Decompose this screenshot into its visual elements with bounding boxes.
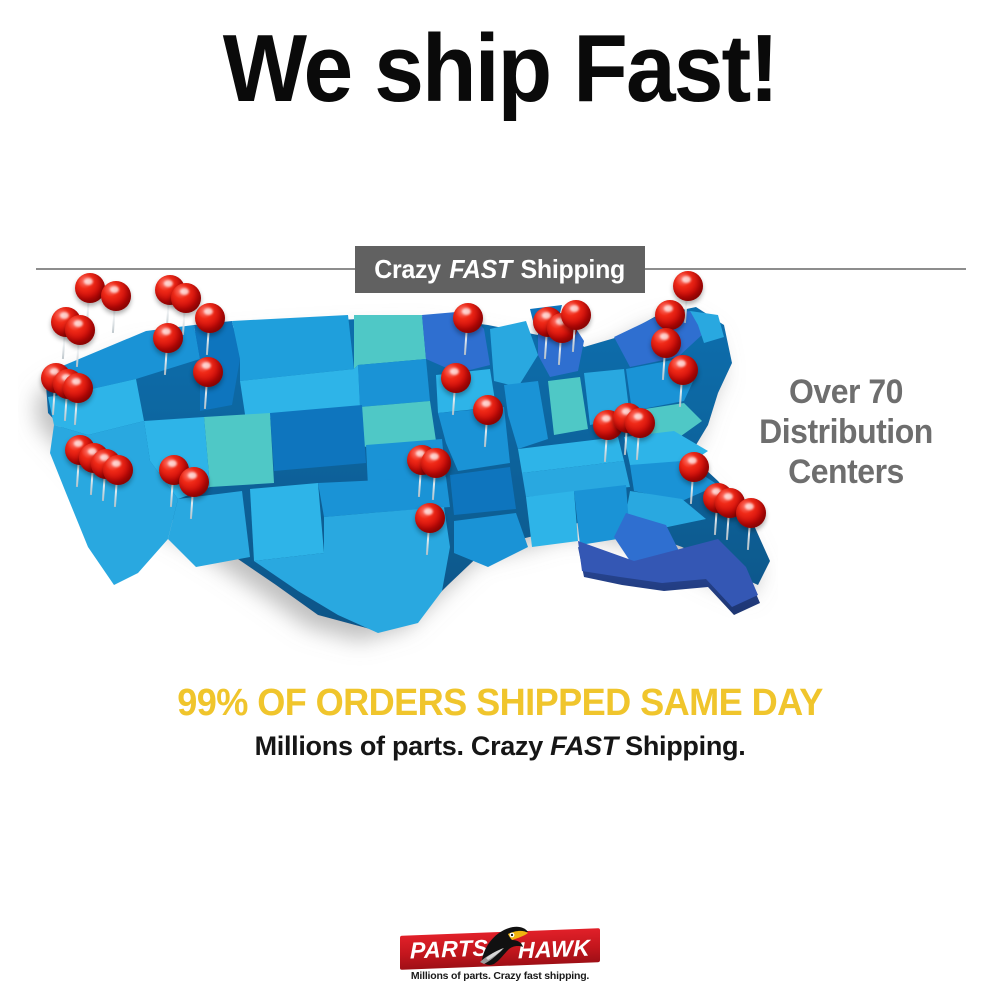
banner-text-prefix: Crazy xyxy=(374,254,448,284)
subcopy-emphasis: FAST xyxy=(550,731,618,761)
us-map-graphic xyxy=(46,305,770,633)
banner-text-suffix: Shipping xyxy=(514,254,626,284)
pin-highlight xyxy=(682,276,691,283)
crazy-fast-shipping-banner: Crazy FAST Shipping xyxy=(355,246,645,293)
callout-line-3: Centers xyxy=(788,453,904,491)
banner-text-emphasis: FAST xyxy=(449,254,513,284)
hawk-head-icon xyxy=(480,926,528,965)
subcopy-suffix: Shipping. xyxy=(617,731,746,761)
banner-text: Crazy FAST Shipping xyxy=(375,254,626,285)
callout-line-1: Over 70 xyxy=(788,373,903,411)
logo-tagline: Millions of parts. Crazy fast shipping. xyxy=(410,970,590,982)
us-distribution-map xyxy=(18,271,778,675)
callout-line-2: Distribution xyxy=(759,413,933,451)
tagline-subcopy: Millions of parts. Crazy FAST Shipping. xyxy=(0,731,1000,762)
pin-highlight xyxy=(84,278,93,285)
map-states-layer xyxy=(48,305,760,633)
same-day-shipping-headline: 99% OF ORDERS SHIPPED SAME DAY xyxy=(177,682,823,724)
page-title: We ship Fast! xyxy=(222,15,779,122)
distribution-centers-callout: Over 70 Distribution Centers xyxy=(733,372,959,492)
subcopy-prefix: Millions of parts. Crazy xyxy=(254,731,551,761)
parts-hawk-logo[interactable]: PARTS HAWK Millions of parts. Crazy fast… xyxy=(400,922,600,992)
